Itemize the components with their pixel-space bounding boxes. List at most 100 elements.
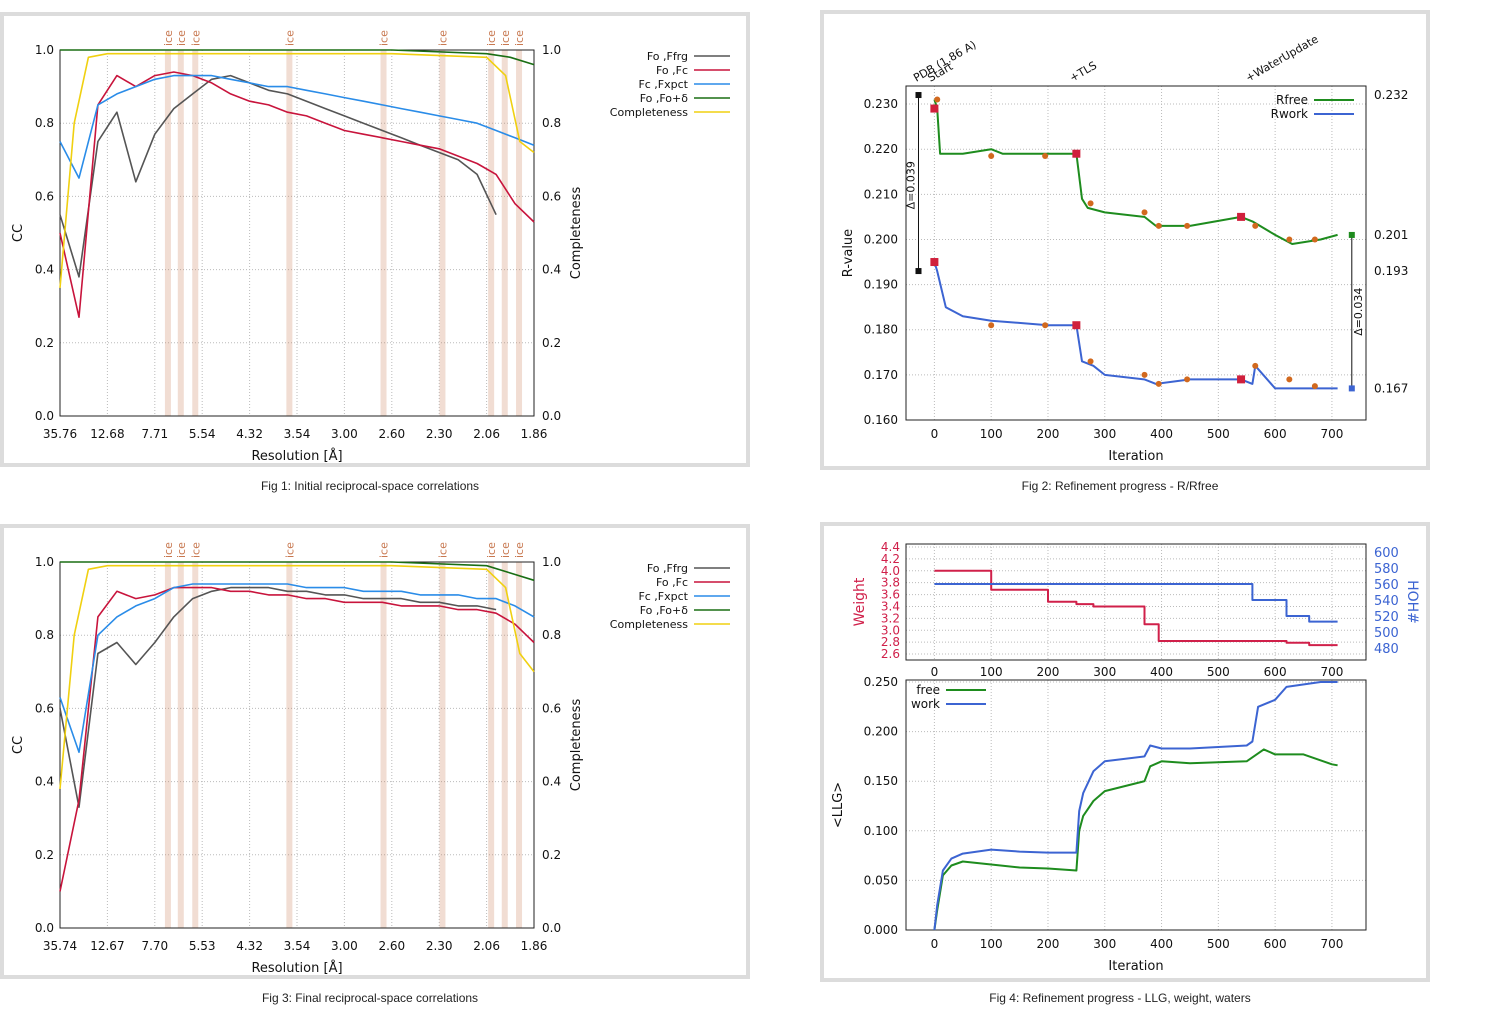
x-tick-label: 700 [1320, 937, 1343, 951]
ice-label: ice [485, 30, 498, 46]
y2-tick-label: 0.0 [542, 409, 561, 423]
x-tick-label: 2.30 [426, 939, 453, 953]
y2-tick-label: 0.8 [542, 116, 561, 130]
hoh-tick-label: 600 [1374, 546, 1399, 561]
legend-label: Fo ,Ffrg [647, 50, 688, 63]
hoh-tick-label: 500 [1374, 626, 1399, 641]
ice-band [516, 562, 523, 928]
hoh-axis-label: HOH# [1404, 580, 1420, 624]
ice-band [488, 562, 495, 928]
x-tick-label: 3.00 [331, 939, 358, 953]
ice-band [488, 50, 495, 416]
x-tick-label: 5.53 [189, 939, 216, 953]
x-tick-label: 400 [1150, 665, 1173, 679]
hoh-line [934, 583, 1338, 623]
ice-label: ice [436, 30, 449, 46]
y2-tick-label: 0.167 [1374, 381, 1408, 395]
x-tick-label: 0 [931, 427, 939, 441]
ice-band [439, 50, 446, 416]
y2-axis-label: Completeness [569, 187, 584, 280]
y-axis-label: R-value [841, 229, 856, 277]
iteration-marker [1155, 380, 1162, 387]
series-line [59, 52, 535, 288]
ice-label: ice [162, 542, 175, 558]
rfree-final-marker [1348, 231, 1355, 238]
y-axis-label: CC [11, 736, 26, 754]
fig1-caption: Fig 1: Initial reciprocal-space correlat… [260, 479, 480, 493]
y-tick-label: 0.100 [864, 824, 898, 838]
ice-label: ice [162, 30, 175, 46]
fig4-panel: 0 100 200 300 400 500 600 700 2.6 2.8 3.0 3.2 3.4 3.6… [820, 522, 1430, 982]
x-tick-label: 3.54 [284, 939, 311, 953]
x-tick-label: 35.76 [43, 427, 77, 441]
ice-band [177, 562, 184, 928]
y2-tick-label: 0.4 [542, 263, 561, 277]
x-tick-label: 500 [1207, 937, 1230, 951]
plot-frame-bottom [905, 679, 1367, 931]
legend-label: Rfree [1276, 93, 1308, 107]
plot-frame [905, 85, 1367, 421]
hoh-tick-label: 480 [1374, 642, 1399, 657]
x-tick-label: 3.54 [284, 427, 311, 441]
x-tick-label: 4.32 [236, 939, 263, 953]
x-tick-label: 7.70 [141, 939, 168, 953]
y2-tick-label: 0.2 [542, 848, 561, 862]
iteration-marker [1141, 209, 1148, 216]
y2-tick-label: 0.193 [1374, 264, 1408, 278]
y-tick-label: 0.8 [35, 628, 54, 642]
ice-band [501, 562, 508, 928]
ice-band [164, 50, 171, 416]
legend-label: Fo ,Fc [656, 64, 688, 77]
ice-band [286, 50, 293, 416]
y2-tick-label: 0.0 [542, 921, 561, 935]
ice-band [192, 562, 199, 928]
y-tick-label: 0.220 [864, 142, 898, 156]
iteration-marker [1042, 322, 1049, 329]
ice-label: ice [513, 542, 526, 558]
x-tick-label: 2.60 [378, 939, 405, 953]
x-tick-label: 100 [980, 665, 1003, 679]
weight-axis-label: Weight [852, 577, 868, 626]
x-tick-label: 4.32 [236, 427, 263, 441]
ice-band [380, 50, 387, 416]
fig3-chart: 35.74 12.67 7.70 5.53 4.32 3.54 3.00 2.60 2.30 2.… [11, 542, 730, 975]
series-line [60, 49, 535, 66]
hoh-tick-label: 580 [1374, 562, 1399, 577]
y-tick-label: 0.6 [35, 189, 54, 203]
y-tick-label: 0.170 [864, 368, 898, 382]
legend-label: Rwork [1271, 107, 1308, 121]
delta-left-bottom-marker [915, 268, 922, 275]
iteration-marker [1087, 200, 1094, 207]
series-line [933, 99, 1338, 245]
x-axis-label: Iteration [1108, 959, 1163, 974]
x-tick-label: 300 [1093, 937, 1116, 951]
legend-label: Fo ,Fo+δ [640, 92, 689, 105]
series-line [59, 586, 535, 892]
x-tick-label: 35.74 [43, 939, 77, 953]
iteration-marker [1286, 236, 1293, 243]
x-tick-label: 300 [1093, 665, 1116, 679]
y-tick-label: 0.190 [864, 278, 898, 292]
delta-left-label: Δ=0.039 [904, 161, 917, 209]
iteration-marker [1184, 376, 1191, 383]
ice-label: ice [499, 30, 512, 46]
fig2-caption: Fig 2: Refinement progress - R/Rfree [1021, 479, 1219, 493]
weight-tick-label: 3.4 [881, 599, 900, 613]
weight-tick-label: 2.6 [881, 647, 900, 661]
x-axis-label: Resolution [Å] [251, 448, 342, 463]
x-tick-label: 400 [1150, 937, 1173, 951]
stage-marker [1072, 321, 1081, 330]
ice-label: ice [283, 30, 296, 46]
stage-marker [930, 258, 939, 267]
y-tick-label: 0.0 [35, 921, 54, 935]
x-axis-label: Resolution [Å] [251, 960, 342, 975]
x-tick-label: 100 [980, 427, 1003, 441]
y-tick-label: 0.000 [864, 923, 898, 937]
iteration-marker [1252, 222, 1259, 229]
weight-tick-label: 3.6 [881, 588, 900, 602]
fig3-caption: Fig 3: Final reciprocal-space correlatio… [261, 991, 479, 1005]
x-tick-label: 2.06 [473, 427, 500, 441]
series-line [59, 74, 497, 278]
y2-tick-label: 0.6 [542, 701, 561, 715]
x-tick-label: 600 [1264, 937, 1287, 951]
